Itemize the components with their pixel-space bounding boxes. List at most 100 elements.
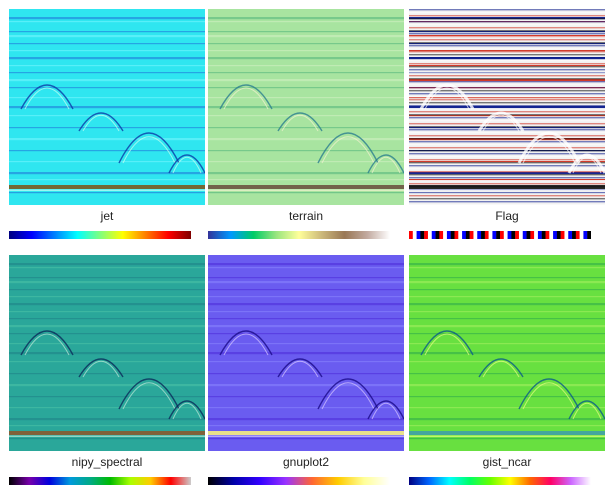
reflection-band: [9, 21, 205, 23]
hyperbola-reflection: [367, 400, 404, 420]
flag-stripe: [409, 102, 605, 104]
panel-gist-ncar: gist_ncar: [409, 255, 605, 485]
hyperbola-reflection: [568, 400, 605, 420]
hyperbola-reflection: [20, 84, 74, 110]
flag-stripe: [409, 135, 605, 137]
flag-stripe: [409, 165, 605, 167]
reflection-band: [208, 425, 404, 427]
reflection-band: [409, 303, 605, 306]
hyperbola-reflection: [477, 111, 525, 132]
reflection-band: [9, 161, 205, 163]
reflection-band: [208, 179, 404, 181]
reflection-band: [208, 396, 404, 398]
flag-stripe: [409, 51, 605, 53]
hyperbola-reflection: [219, 84, 273, 110]
reflection-band: [409, 396, 605, 398]
reflection-band: [409, 352, 605, 355]
reflection-band: [208, 79, 404, 82]
hyperbola-reflection: [219, 330, 273, 356]
colorbar-segment: [500, 231, 504, 239]
colorbar-segment: [458, 231, 463, 239]
flag-stripe: [409, 138, 605, 140]
colorbar-gradient: [9, 477, 191, 485]
hyperbola-reflection: [572, 402, 602, 420]
colorbar-gradient: [409, 477, 591, 485]
reflection-band: [208, 87, 404, 89]
colorbar-segment: [427, 231, 432, 239]
hyperbola-reflection: [122, 382, 176, 410]
hyperbola-reflection: [277, 112, 323, 132]
colorbar-segment: [450, 231, 455, 239]
reflection-band: [9, 87, 205, 89]
colorbar-segment: [568, 231, 573, 239]
colorbar-segment: [553, 231, 558, 239]
radargram-image: [208, 9, 404, 205]
reflection-band: [409, 43, 605, 45]
panel-jet: jet: [9, 9, 205, 239]
flag-stripe: [409, 42, 605, 44]
reflection-band: [208, 106, 404, 109]
hyperbola-reflection: [478, 358, 524, 378]
flag-stripe: [409, 111, 605, 113]
colorbar-segment: [412, 231, 417, 239]
flag-stripe: [409, 177, 605, 179]
flag-stripe: [409, 183, 605, 185]
reflection-band: [208, 267, 404, 269]
flag-stripe: [409, 108, 605, 110]
colorbar-segment: [583, 231, 588, 239]
panel-terrain: terrain: [208, 9, 404, 239]
flag-stripe: [409, 66, 605, 68]
reflection-band: [208, 138, 404, 141]
panel-gnuplot2: gnuplot2: [208, 255, 404, 485]
colorbar-segment: [424, 231, 429, 239]
colorbar-segment: [537, 231, 542, 239]
reflection-band: [409, 106, 605, 109]
hyperbola-reflection: [118, 378, 180, 410]
reflection-band: [9, 43, 205, 45]
reflection-band: [9, 72, 205, 74]
flag-stripe: [409, 90, 605, 92]
colorbar-segment: [416, 231, 421, 239]
colorbar-segment: [469, 231, 474, 239]
radargram-image: [9, 255, 205, 451]
reflection-band: [409, 65, 605, 67]
reflection-band: [409, 333, 605, 335]
reflection-band: [409, 281, 605, 284]
reflection-band: [9, 106, 205, 109]
reflection-band: [409, 179, 605, 181]
bottom-reflector: [208, 435, 404, 437]
colorbar-segment: [575, 231, 580, 239]
bottom-reflector: [208, 438, 404, 440]
hyperbola-reflection: [518, 378, 580, 410]
colormap-label: gist_ncar: [482, 455, 532, 469]
reflection-band: [208, 361, 404, 363]
hyperbola-reflection: [223, 87, 269, 110]
colorbar-segment: [462, 231, 467, 239]
reflection-band: [208, 263, 404, 266]
flag-stripe: [409, 204, 605, 205]
reflection-band: [9, 418, 205, 421]
colorbar-segment: [518, 231, 523, 239]
reflection-band: [208, 384, 404, 387]
colorbar-gradient: [9, 231, 191, 239]
colorbar-segment: [431, 231, 436, 239]
reflection-band: [9, 296, 205, 298]
hyperbola-reflection: [24, 333, 70, 356]
reflection-band: [9, 303, 205, 306]
colorbar: [409, 231, 591, 239]
reflection-band: [9, 373, 205, 375]
colorbar-segment: [409, 231, 413, 239]
reflection-band: [9, 79, 205, 82]
reflection-band: [208, 343, 404, 345]
reflection-band: [208, 97, 404, 99]
colorbar-segment: [443, 231, 448, 239]
flag-stripe: [409, 123, 605, 125]
reflection-band: [208, 115, 404, 117]
flag-stripe: [409, 78, 605, 80]
reflection-band: [9, 289, 205, 291]
reflection-band: [9, 277, 205, 279]
reflection-band: [9, 281, 205, 284]
reflection-band: [9, 150, 205, 152]
bottom-reflector: [208, 431, 404, 435]
hyperbola-reflection: [522, 136, 576, 164]
